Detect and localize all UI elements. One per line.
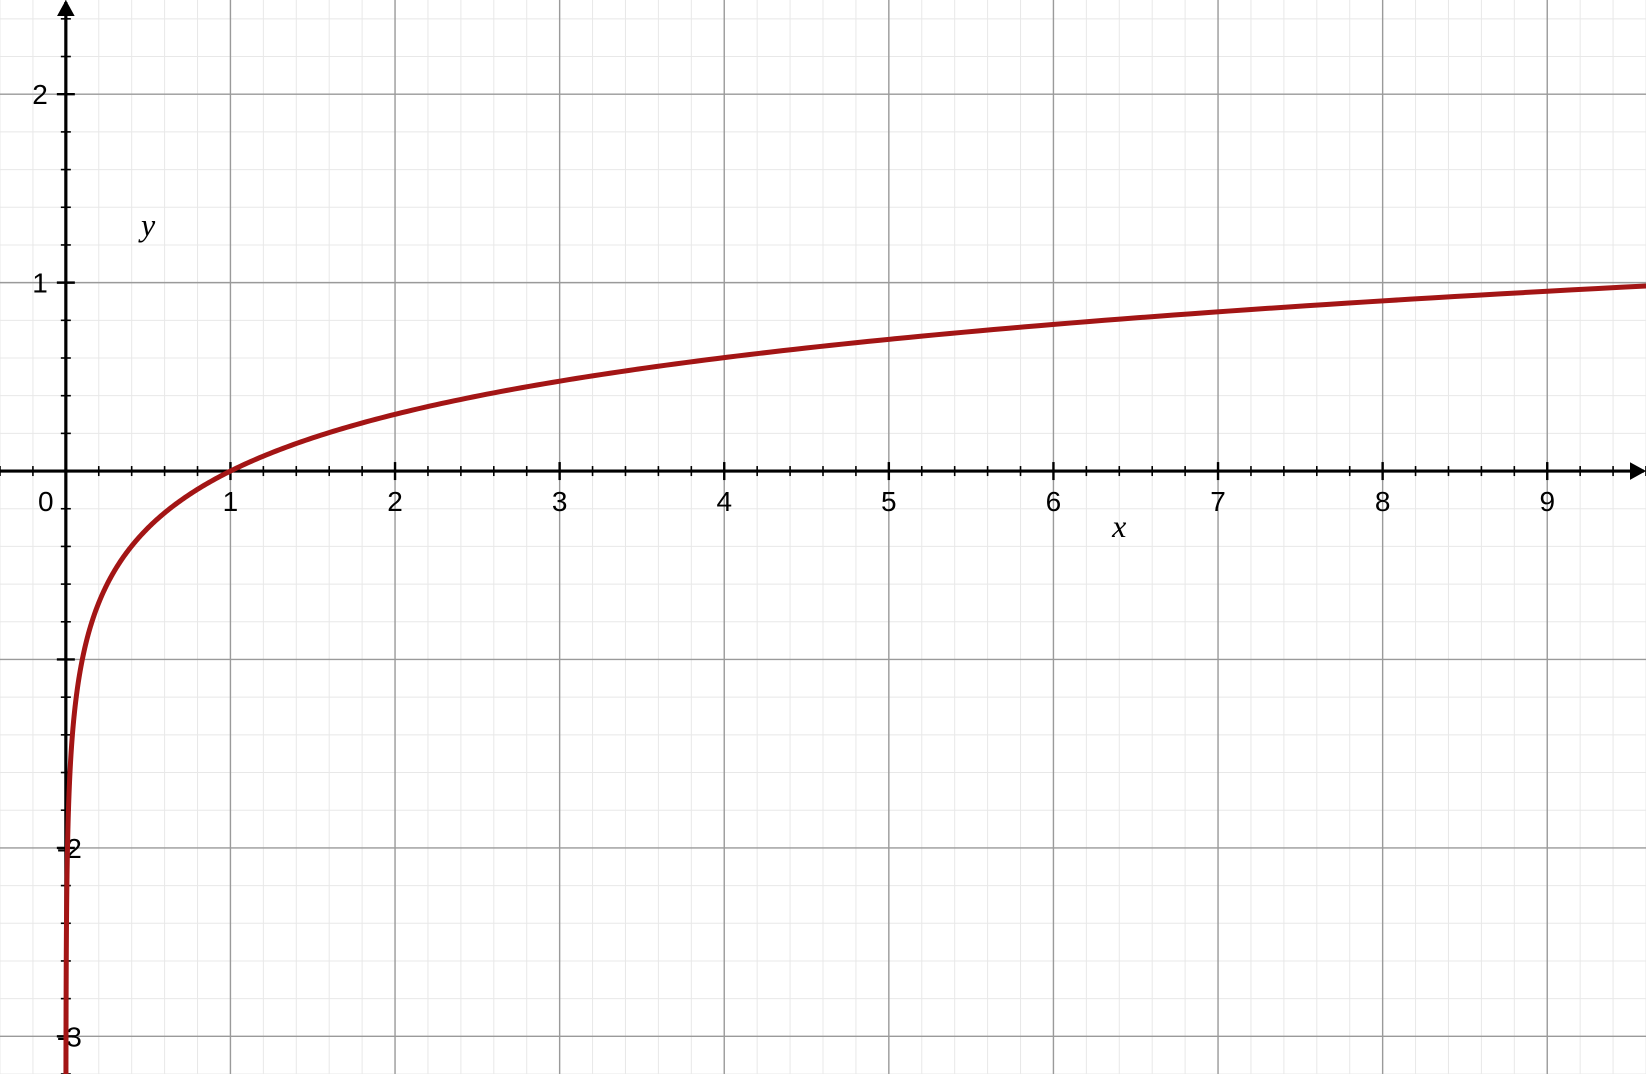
svg-text:6: 6: [1046, 486, 1062, 517]
svg-text:8: 8: [1375, 486, 1391, 517]
svg-text:0: 0: [38, 486, 54, 517]
svg-text:3: 3: [552, 486, 568, 517]
svg-text:y: y: [138, 207, 156, 243]
svg-text:2: 2: [32, 79, 48, 110]
svg-text:4: 4: [716, 486, 732, 517]
svg-text:9: 9: [1539, 486, 1555, 517]
svg-text:-3: -3: [57, 1021, 82, 1052]
chart-container: 012345678912-2-3xy: [0, 0, 1646, 1074]
svg-text:7: 7: [1210, 486, 1226, 517]
svg-text:1: 1: [32, 268, 48, 299]
svg-text:x: x: [1111, 508, 1126, 544]
svg-text:5: 5: [881, 486, 897, 517]
log-plot: 012345678912-2-3xy: [0, 0, 1646, 1074]
svg-text:1: 1: [223, 486, 239, 517]
svg-text:2: 2: [387, 486, 403, 517]
